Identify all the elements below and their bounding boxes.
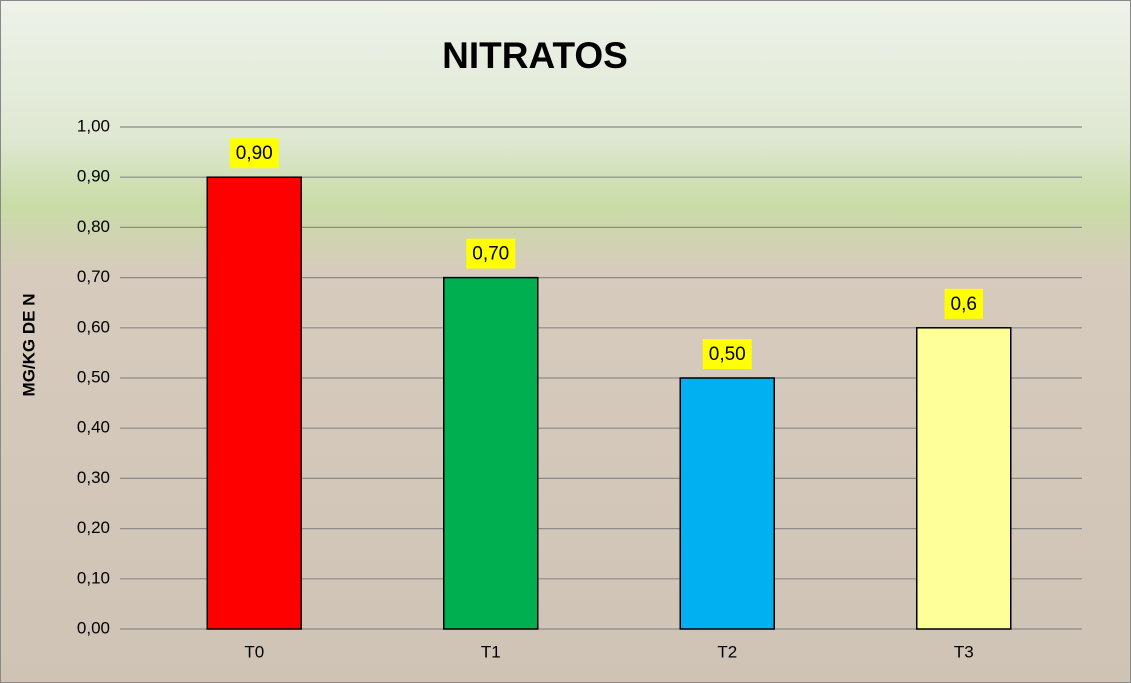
value-label: 0,90 bbox=[236, 143, 273, 164]
y-tick-label: 0,80 bbox=[77, 217, 110, 236]
y-tick-label: 0,50 bbox=[77, 367, 110, 386]
bar bbox=[680, 378, 774, 629]
y-axis-label: MG/KG DE N bbox=[19, 294, 38, 397]
y-tick-label: 0,10 bbox=[77, 568, 110, 587]
x-tick-label: T2 bbox=[717, 642, 737, 661]
y-tick-label: 0,60 bbox=[77, 317, 110, 336]
bar bbox=[917, 328, 1011, 629]
x-tick-label: T1 bbox=[481, 642, 501, 661]
value-label: 0,50 bbox=[709, 344, 746, 365]
y-tick-label: 0,00 bbox=[77, 618, 110, 637]
bar bbox=[207, 177, 301, 629]
value-label: 0,6 bbox=[951, 294, 977, 315]
y-tick-label: 0,40 bbox=[77, 418, 110, 437]
x-tick-label: T0 bbox=[244, 642, 264, 661]
y-tick-label: 0,90 bbox=[77, 167, 110, 186]
chart-title: NITRATOS bbox=[442, 35, 628, 76]
y-tick-label: 0,70 bbox=[77, 267, 110, 286]
value-label: 0,70 bbox=[472, 244, 509, 265]
y-tick-label: 0,20 bbox=[77, 518, 110, 537]
y-tick-label: 0,30 bbox=[77, 468, 110, 487]
x-tick-label: T3 bbox=[954, 642, 974, 661]
bar bbox=[444, 278, 538, 629]
chart: NITRATOS MG/KG DE N 0,00 0,10 0,20 0,30 0,40… bbox=[0, 0, 1131, 683]
y-tick-label: 1,00 bbox=[77, 116, 110, 135]
